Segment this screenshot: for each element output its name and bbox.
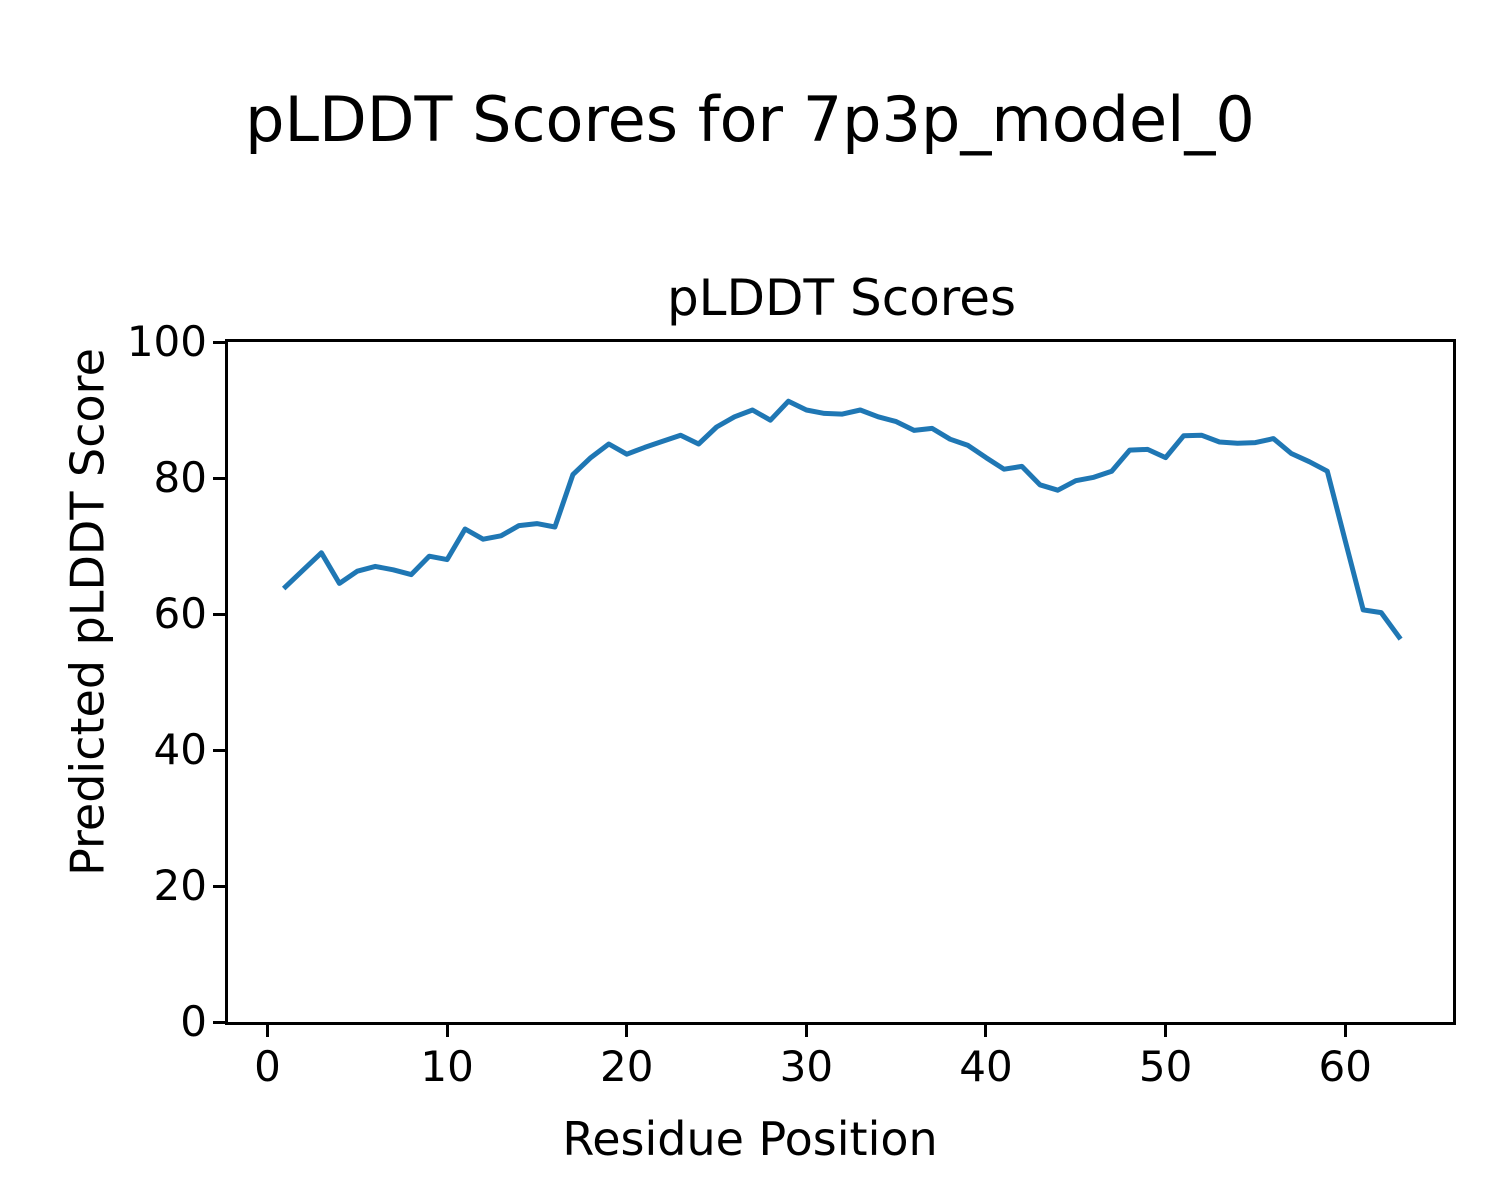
y-tick-mark bbox=[213, 476, 225, 480]
y-tick-mark bbox=[213, 340, 225, 344]
x-tick-label: 0 bbox=[254, 1042, 281, 1091]
x-tick-mark bbox=[804, 1025, 808, 1037]
x-tick-label: 10 bbox=[420, 1042, 474, 1091]
axes-area bbox=[225, 339, 1456, 1025]
x-tick-mark bbox=[1343, 1025, 1347, 1037]
y-tick-label: 40 bbox=[153, 725, 207, 774]
axes-title: pLDDT Scores bbox=[666, 269, 1017, 327]
y-tick-mark bbox=[213, 1020, 225, 1024]
y-tick-label: 80 bbox=[153, 453, 207, 502]
x-tick-mark bbox=[1164, 1025, 1168, 1037]
y-tick-mark bbox=[213, 884, 225, 888]
y-tick-label: 100 bbox=[126, 317, 207, 366]
x-tick-label: 30 bbox=[779, 1042, 834, 1091]
y-tick-mark bbox=[213, 612, 225, 616]
line-plot-canvas bbox=[281, 398, 1403, 641]
plddt-line bbox=[281, 398, 1403, 641]
x-tick-mark bbox=[984, 1025, 988, 1037]
figure-title: pLDDT Scores for 7p3p_model_0 bbox=[245, 83, 1255, 156]
x-tick-label: 60 bbox=[1318, 1042, 1372, 1091]
x-tick-label: 40 bbox=[959, 1042, 1013, 1091]
x-tick-mark bbox=[445, 1025, 449, 1037]
x-tick-label: 50 bbox=[1138, 1042, 1193, 1091]
y-tick-label: 0 bbox=[180, 997, 207, 1046]
y-axis-label: Predicted pLDDT Score bbox=[60, 348, 115, 876]
x-tick-label: 20 bbox=[600, 1042, 654, 1091]
y-tick-mark bbox=[213, 748, 225, 752]
y-tick-label: 60 bbox=[153, 589, 207, 638]
x-tick-mark bbox=[266, 1025, 270, 1037]
x-axis-label: Residue Position bbox=[562, 1112, 938, 1166]
x-tick-mark bbox=[625, 1025, 629, 1037]
y-tick-label: 20 bbox=[153, 861, 207, 910]
